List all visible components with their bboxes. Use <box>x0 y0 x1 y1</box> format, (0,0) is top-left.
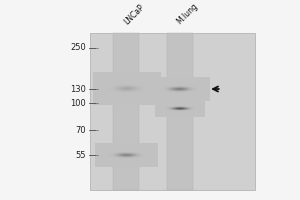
Bar <box>113 33 139 190</box>
Text: 100: 100 <box>70 99 86 108</box>
Text: M.lung: M.lung <box>175 2 200 26</box>
Text: 55: 55 <box>75 151 86 160</box>
Text: 250: 250 <box>70 43 86 52</box>
Text: 130: 130 <box>70 85 86 94</box>
Text: 70: 70 <box>75 126 86 135</box>
Text: LNCaP: LNCaP <box>123 2 146 26</box>
Bar <box>167 33 193 190</box>
Bar <box>90 33 254 190</box>
